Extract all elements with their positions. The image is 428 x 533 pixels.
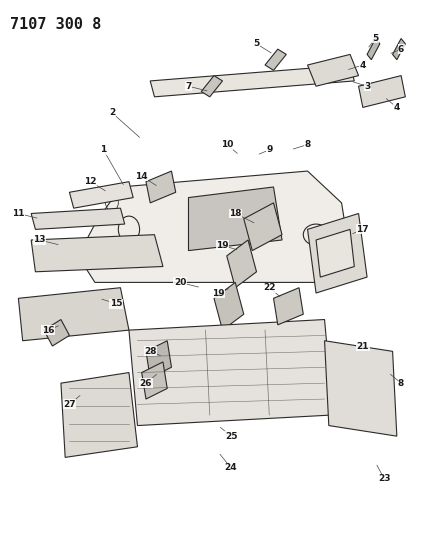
Polygon shape — [150, 65, 354, 97]
Text: 18: 18 — [229, 209, 241, 218]
Text: 11: 11 — [12, 209, 25, 218]
Polygon shape — [44, 319, 69, 346]
Text: 28: 28 — [144, 347, 157, 356]
Text: 23: 23 — [378, 474, 390, 483]
Polygon shape — [142, 362, 167, 399]
Polygon shape — [367, 38, 380, 60]
Text: 6: 6 — [398, 45, 404, 54]
Polygon shape — [18, 288, 129, 341]
Text: 7: 7 — [185, 82, 192, 91]
Text: 27: 27 — [63, 400, 76, 409]
Polygon shape — [188, 187, 282, 251]
Text: 16: 16 — [42, 326, 54, 335]
Text: 19: 19 — [216, 241, 229, 250]
Polygon shape — [146, 171, 176, 203]
Polygon shape — [308, 54, 359, 86]
Polygon shape — [69, 182, 133, 208]
Polygon shape — [146, 341, 172, 378]
Text: 24: 24 — [225, 464, 237, 472]
Text: 21: 21 — [357, 342, 369, 351]
Polygon shape — [265, 49, 286, 70]
Polygon shape — [392, 38, 405, 60]
Text: 3: 3 — [364, 82, 370, 91]
Text: 9: 9 — [266, 146, 273, 155]
Polygon shape — [129, 319, 333, 425]
Text: 17: 17 — [357, 225, 369, 234]
Polygon shape — [201, 76, 223, 97]
Text: 4: 4 — [394, 103, 400, 112]
Text: 5: 5 — [372, 34, 379, 43]
Polygon shape — [359, 76, 405, 108]
Text: 19: 19 — [212, 288, 225, 297]
Text: 25: 25 — [225, 432, 237, 441]
Text: 8: 8 — [304, 140, 311, 149]
Text: 22: 22 — [263, 283, 276, 292]
Text: 5: 5 — [253, 39, 260, 49]
Polygon shape — [31, 235, 163, 272]
Polygon shape — [316, 229, 354, 277]
Polygon shape — [273, 288, 303, 325]
Text: 1: 1 — [100, 146, 107, 155]
Text: 2: 2 — [109, 108, 115, 117]
Text: 4: 4 — [360, 61, 366, 69]
Polygon shape — [78, 171, 350, 282]
Text: 12: 12 — [84, 177, 97, 186]
Text: 10: 10 — [220, 140, 233, 149]
Polygon shape — [214, 282, 244, 330]
Polygon shape — [227, 240, 256, 288]
Text: 13: 13 — [33, 236, 46, 245]
Text: 20: 20 — [174, 278, 186, 287]
Polygon shape — [61, 373, 137, 457]
Polygon shape — [244, 203, 282, 251]
Text: 26: 26 — [140, 378, 152, 387]
Polygon shape — [31, 208, 125, 229]
Polygon shape — [324, 341, 397, 436]
Polygon shape — [308, 214, 367, 293]
Text: 14: 14 — [135, 172, 148, 181]
Text: 8: 8 — [398, 378, 404, 387]
Text: 15: 15 — [110, 299, 122, 308]
Text: 7107 300 8: 7107 300 8 — [10, 17, 101, 33]
